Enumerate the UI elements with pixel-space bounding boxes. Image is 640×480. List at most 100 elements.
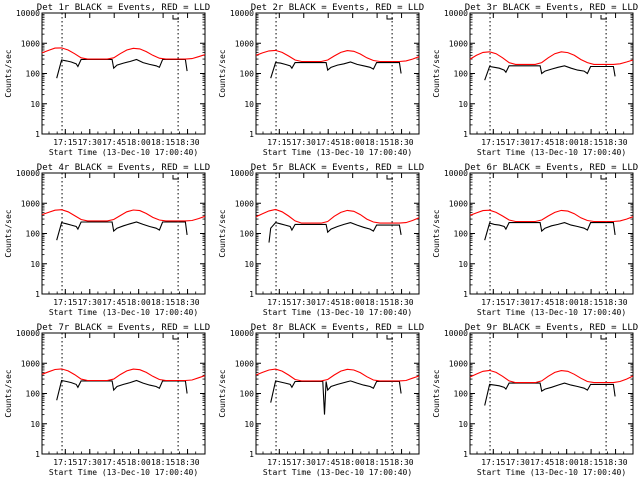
x-tick-label: 18:30 bbox=[604, 298, 628, 307]
corner-marker bbox=[172, 175, 179, 180]
y-tick-label: 1 bbox=[463, 450, 468, 459]
y-tick-label: 100 bbox=[240, 390, 255, 399]
y-tick-label: 10 bbox=[458, 100, 468, 109]
x-axis-label: Start Time (13-Dec-10 17:00:40) bbox=[263, 148, 412, 157]
y-axis-label: Counts/sec bbox=[432, 369, 441, 417]
x-tick-label: 17:30 bbox=[78, 138, 102, 147]
y-tick-label: 1 bbox=[35, 130, 40, 139]
x-tick-label: 17:15 bbox=[267, 458, 291, 467]
plot-frame bbox=[41, 12, 206, 135]
panel-det-9r: Det 9r BLACK = Events, RED = LLD 1 10 100 10… bbox=[432, 323, 638, 477]
panel-det-6r: Det 6r BLACK = Events, RED = LLD 1 10 100 10… bbox=[432, 163, 638, 317]
y-tick-label: 1 bbox=[35, 450, 40, 459]
y-tick-label: 1 bbox=[249, 450, 254, 459]
x-tick-label: 18:00 bbox=[555, 138, 579, 147]
x-tick-label: 18:00 bbox=[341, 138, 365, 147]
events-series-line bbox=[270, 380, 402, 415]
corner-marker bbox=[600, 335, 607, 340]
y-tick-label: 10 bbox=[244, 260, 254, 269]
y-tick-label: 10 bbox=[244, 420, 254, 429]
x-tick-label: 18:15 bbox=[579, 298, 603, 307]
plot-frame bbox=[255, 172, 420, 295]
y-tick-label: 100 bbox=[26, 390, 41, 399]
x-tick-label: 17:15 bbox=[481, 138, 505, 147]
x-tick-label: 18:15 bbox=[365, 458, 389, 467]
x-tick-label: 17:45 bbox=[102, 298, 126, 307]
x-tick-label: 17:30 bbox=[292, 138, 316, 147]
panel-title: Det 2r BLACK = Events, RED = LLD bbox=[251, 3, 424, 13]
x-tick-label: 18:00 bbox=[555, 458, 579, 467]
lld-series-line bbox=[469, 369, 634, 384]
x-tick-label: 17:30 bbox=[78, 298, 102, 307]
y-axis-label: Counts/sec bbox=[218, 369, 227, 417]
x-axis-label: Start Time (13-Dec-10 17:00:40) bbox=[477, 468, 626, 477]
x-axis-label: Start Time (13-Dec-10 17:00:40) bbox=[49, 468, 198, 477]
y-tick-label: 1000 bbox=[449, 39, 468, 48]
y-tick-label: 100 bbox=[454, 230, 469, 239]
x-tick-label: 17:45 bbox=[316, 138, 340, 147]
x-tick-label: 18:00 bbox=[127, 458, 151, 467]
x-tick-label: 18:15 bbox=[579, 138, 603, 147]
y-tick-label: 1000 bbox=[21, 359, 40, 368]
lld-series-line bbox=[41, 368, 206, 382]
y-tick-label: 10000 bbox=[230, 169, 254, 178]
lld-series-line bbox=[255, 49, 420, 63]
y-tick-label: 10 bbox=[458, 420, 468, 429]
x-tick-label: 17:45 bbox=[102, 458, 126, 467]
lld-series-line bbox=[41, 47, 206, 60]
y-axis-label: Counts/sec bbox=[4, 369, 13, 417]
x-axis-label: Start Time (13-Dec-10 17:00:40) bbox=[477, 308, 626, 317]
y-axis-label: Counts/sec bbox=[432, 209, 441, 257]
y-tick-label: 10000 bbox=[16, 329, 40, 338]
x-tick-label: 17:45 bbox=[530, 458, 554, 467]
y-tick-label: 10 bbox=[30, 420, 40, 429]
x-tick-label: 18:15 bbox=[151, 298, 175, 307]
panel-det-2r: Det 2r BLACK = Events, RED = LLD 1 10 100 10… bbox=[218, 3, 424, 157]
lld-series-line bbox=[469, 51, 634, 65]
y-axis-label: Counts/sec bbox=[4, 49, 13, 97]
y-tick-label: 10 bbox=[30, 100, 40, 109]
x-tick-label: 18:00 bbox=[555, 298, 579, 307]
x-tick-label: 18:00 bbox=[127, 138, 151, 147]
panel-det-3r: Det 3r BLACK = Events, RED = LLD 1 10 100 10… bbox=[432, 3, 638, 157]
y-tick-label: 1000 bbox=[21, 39, 40, 48]
corner-marker bbox=[172, 335, 179, 340]
x-tick-label: 18:30 bbox=[604, 458, 628, 467]
y-tick-label: 10000 bbox=[444, 329, 468, 338]
y-axis-label: Counts/sec bbox=[218, 49, 227, 97]
x-tick-label: 17:30 bbox=[292, 458, 316, 467]
panel-det-1r: Det 1r BLACK = Events, RED = LLD 1 10 100 10… bbox=[4, 3, 210, 157]
corner-marker bbox=[172, 15, 179, 20]
panel-title: Det 4r BLACK = Events, RED = LLD bbox=[37, 163, 210, 173]
y-tick-label: 100 bbox=[454, 390, 469, 399]
x-axis-label: Start Time (13-Dec-10 17:00:40) bbox=[263, 308, 412, 317]
plot-frame bbox=[41, 172, 206, 295]
y-tick-label: 1000 bbox=[449, 359, 468, 368]
y-tick-label: 10 bbox=[30, 260, 40, 269]
x-tick-label: 17:45 bbox=[102, 138, 126, 147]
corner-marker bbox=[386, 335, 393, 340]
panel-title: Det 1r BLACK = Events, RED = LLD bbox=[37, 3, 210, 13]
x-axis-label: Start Time (13-Dec-10 17:00:40) bbox=[49, 148, 198, 157]
events-series-line bbox=[268, 221, 402, 243]
x-axis-label: Start Time (13-Dec-10 17:00:40) bbox=[477, 148, 626, 157]
y-axis-label: Counts/sec bbox=[4, 209, 13, 257]
x-tick-label: 18:30 bbox=[176, 138, 200, 147]
y-tick-label: 1000 bbox=[21, 199, 40, 208]
x-tick-label: 17:30 bbox=[292, 298, 316, 307]
panel-det-7r: Det 7r BLACK = Events, RED = LLD 1 10 100 10… bbox=[4, 323, 210, 477]
x-tick-label: 17:45 bbox=[530, 298, 554, 307]
y-tick-label: 10000 bbox=[16, 169, 40, 178]
y-tick-label: 1000 bbox=[449, 199, 468, 208]
y-tick-label: 1 bbox=[463, 130, 468, 139]
lld-series-line bbox=[255, 208, 420, 224]
panel-title: Det 5r BLACK = Events, RED = LLD bbox=[251, 163, 424, 173]
y-tick-label: 1 bbox=[249, 290, 254, 299]
x-axis-label: Start Time (13-Dec-10 17:00:40) bbox=[263, 468, 412, 477]
y-tick-label: 1 bbox=[249, 130, 254, 139]
plot-frame bbox=[255, 12, 420, 135]
plot-frame bbox=[469, 332, 634, 455]
x-tick-label: 18:30 bbox=[176, 298, 200, 307]
plot-frame bbox=[255, 332, 420, 455]
